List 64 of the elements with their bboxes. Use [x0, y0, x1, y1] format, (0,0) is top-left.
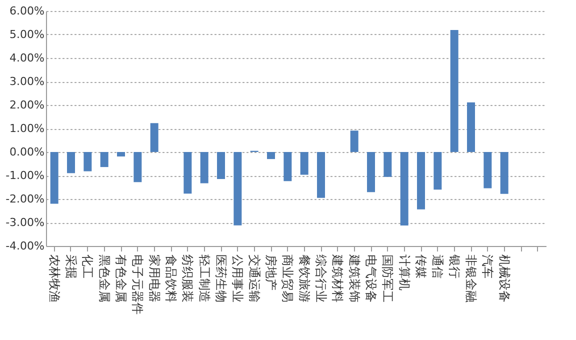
x-tick-label: 非银金融	[464, 254, 478, 302]
bar	[67, 152, 75, 174]
bar	[400, 152, 408, 226]
x-tick-label: 有色金属	[114, 254, 128, 302]
y-tick-label: 3.00%	[10, 75, 44, 88]
bar	[384, 152, 392, 177]
x-tick-label: 传媒	[414, 254, 428, 278]
x-tick-label: 银行	[447, 254, 462, 278]
x-tick-label: 机械设备	[497, 254, 512, 302]
y-tick-label: 1.00%	[10, 122, 44, 135]
y-tick-label: 0.00%	[10, 146, 44, 158]
x-tick-label: 食品饮料	[164, 254, 178, 302]
x-tick-label: 建筑材料	[330, 254, 345, 302]
bar	[267, 152, 275, 160]
bar	[100, 152, 108, 168]
bar	[300, 152, 308, 175]
x-tick-label: 餐饮旅游	[297, 254, 312, 302]
bar	[350, 130, 358, 152]
bar	[150, 123, 158, 152]
bar	[417, 152, 425, 210]
y-tick-label: -4.00%	[6, 240, 44, 252]
x-tick-label: 电气设备	[364, 254, 378, 302]
bar	[484, 152, 492, 188]
bar	[84, 152, 92, 172]
bar	[184, 152, 192, 194]
x-tick-label: 黑色金属	[97, 254, 112, 302]
bar	[117, 152, 125, 156]
x-tick-label: 医药生物	[214, 254, 228, 302]
x-tick-label: 房地产	[264, 254, 278, 290]
y-tick-label: -2.00%	[6, 192, 44, 206]
bar	[317, 152, 325, 198]
bar	[284, 152, 292, 182]
x-tick-label: 轻工制造	[197, 254, 212, 302]
bar	[217, 152, 225, 180]
x-tick-label: 农林牧渔	[47, 254, 62, 302]
bar	[367, 152, 375, 192]
bar	[50, 152, 58, 204]
x-tick-label: 汽车	[480, 254, 495, 278]
x-tick-label: 家用电器	[147, 254, 162, 302]
x-tick-label: 国防军工	[380, 254, 395, 302]
y-tick-label: 6.00%	[10, 4, 44, 18]
bar	[134, 152, 142, 182]
x-tick-label: 采掘	[64, 254, 78, 278]
bar	[234, 152, 242, 226]
y-tick-label: -3.00%	[6, 216, 44, 229]
x-tick-label: 计算机	[397, 254, 412, 290]
x-tick-label: 建筑装饰	[347, 254, 362, 302]
x-tick-label: 商业贸易	[280, 254, 295, 302]
bar	[467, 102, 475, 152]
y-tick-label: 5.00%	[10, 28, 44, 41]
x-tick-label: 公用事业	[230, 254, 245, 302]
y-tick-label: 4.00%	[10, 52, 44, 64]
x-tick-label: 通信	[430, 254, 445, 278]
x-tick-label: 纺织服装	[180, 254, 195, 302]
y-tick-label: 2.00%	[10, 98, 44, 112]
bar	[434, 152, 442, 190]
bar	[500, 152, 508, 194]
x-tick-label: 综合行业	[314, 254, 328, 302]
x-tick-label: 电子元器件	[130, 254, 145, 314]
x-tick-label: 化工	[80, 254, 95, 278]
y-tick-label: -1.00%	[6, 169, 44, 182]
bar	[450, 30, 458, 152]
bar	[200, 152, 208, 184]
x-tick-label: 交通运输	[247, 254, 262, 302]
